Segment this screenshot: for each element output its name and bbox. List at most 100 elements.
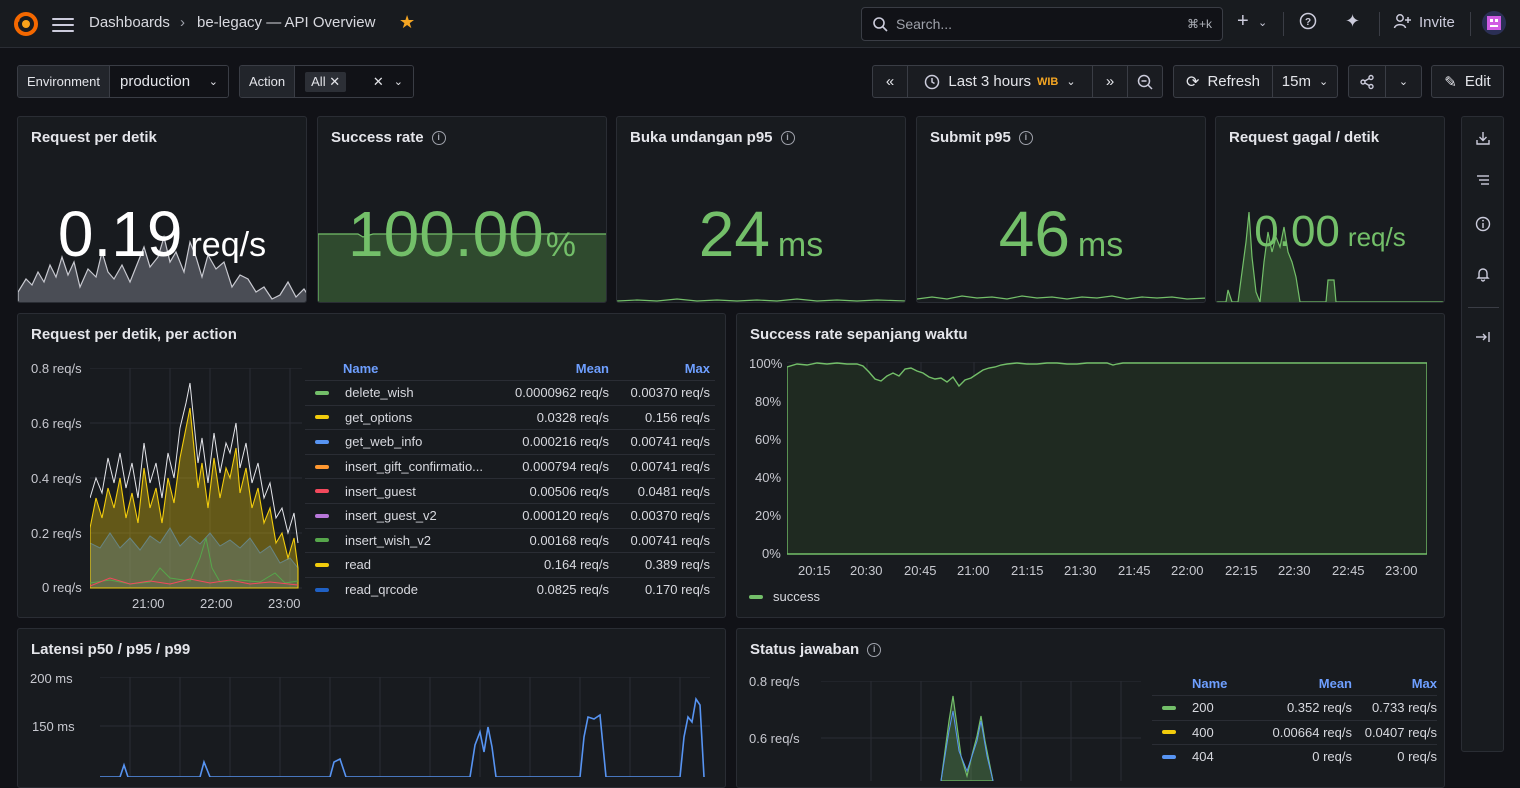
add-icon[interactable]: + <box>1237 10 1249 32</box>
chevron-down-icon: ⌄ <box>1318 76 1329 88</box>
refresh-interval-value: 15m <box>1281 73 1311 90</box>
legend-header-max[interactable]: Max <box>1411 675 1437 691</box>
share-dropdown-button[interactable]: ⌄ <box>1385 65 1422 98</box>
invite-user-icon[interactable] <box>1393 12 1411 30</box>
legend-mean: 0.164 req/s <box>543 557 609 573</box>
breadcrumb-separator: › <box>180 14 185 31</box>
legend-row[interactable]: insert_guest 0.00506 req/s 0.0481 req/s <box>305 478 715 503</box>
panel-title: Success rate sepanjang waktu <box>750 326 968 343</box>
zoom-out-button[interactable] <box>1127 65 1163 98</box>
chart-plot <box>787 362 1427 555</box>
double-chevron-left-icon: « <box>885 73 895 90</box>
sparkle-icon[interactable]: ✦ <box>1345 11 1361 31</box>
legend-swatch <box>315 489 329 494</box>
info-icon[interactable] <box>1475 216 1491 232</box>
stat-panel-request-rate[interactable]: Request per detik 0.19 req/s <box>17 116 307 303</box>
y-tick: 20% <box>755 508 782 523</box>
download-icon[interactable] <box>1475 130 1491 146</box>
panel-title-text: Buka undangan p95 <box>630 129 773 146</box>
legend-row[interactable]: 200 0.352 req/s 0.733 req/s <box>1152 695 1437 720</box>
share-button[interactable] <box>1348 65 1386 98</box>
divider <box>1470 12 1471 36</box>
action-chip[interactable]: All ✕ <box>305 71 347 92</box>
legend-row[interactable]: 400 0.00664 req/s 0.0407 req/s <box>1152 719 1437 745</box>
stat-panel-buka-undangan-p95[interactable]: Buka undangan p95 i 24 ms <box>616 116 906 303</box>
legend-row[interactable]: insert_gift_confirmatio... 0.000794 req/s… <box>305 453 715 479</box>
right-sidebar <box>1461 116 1504 752</box>
legend-header-mean[interactable]: Mean <box>575 360 609 376</box>
legend-row[interactable]: get_options 0.0328 req/s 0.156 req/s <box>305 404 715 430</box>
info-icon[interactable]: i <box>431 130 446 145</box>
x-tick: 22:15 <box>1225 563 1258 578</box>
time-shift-forward-button[interactable]: » <box>1092 65 1128 98</box>
panel-title: Submit p95 i <box>930 129 1033 146</box>
stat-panel-submit-p95[interactable]: Submit p95 i 46 ms <box>916 116 1206 303</box>
legend-row[interactable]: insert_wish_v2 0.00168 req/s 0.00741 req/s <box>305 527 715 553</box>
legend-mean: 0.0000962 req/s <box>515 385 609 401</box>
grafana-logo-icon[interactable] <box>12 10 40 38</box>
legend-row[interactable]: delete_wish 0.0000962 req/s 0.00370 req/s <box>305 380 715 405</box>
legend-mean: 0.000794 req/s <box>522 459 609 475</box>
timeseries-panel-latency[interactable]: Latensi p50 / p95 / p99 200 ms 150 ms <box>17 628 726 788</box>
timeseries-panel-status[interactable]: Status jawaban i 0.8 req/s 0.6 req/s Name… <box>736 628 1445 788</box>
legend-item-success[interactable]: success <box>749 589 820 604</box>
zoom-out-icon <box>1137 74 1153 90</box>
legend-row[interactable]: 404 0 req/s 0 req/s <box>1152 744 1437 769</box>
action-select[interactable]: All ✕ ✕ ⌄ <box>295 66 413 97</box>
info-icon[interactable]: i <box>1018 130 1033 145</box>
time-range-picker[interactable]: Last 3 hours WIB ⌄ <box>907 65 1093 98</box>
refresh-icon: ⟳ <box>1186 73 1200 91</box>
breadcrumb-current[interactable]: be-legacy — API Overview <box>197 14 376 31</box>
legend-row[interactable]: insert_guest_v2 0.000120 req/s 0.00370 req… <box>305 502 715 528</box>
legend-row[interactable]: get_web_info 0.000216 req/s 0.00741 req/s <box>305 429 715 454</box>
legend-max: 0.0481 req/s <box>637 483 710 499</box>
environment-select[interactable]: production ⌄ <box>109 66 228 97</box>
menu-toggle-icon[interactable] <box>52 14 74 34</box>
edit-button[interactable]: ✎ Edit <box>1431 65 1504 98</box>
legend-series-name: get_web_info <box>305 434 490 449</box>
panel-title: Request per detik <box>31 129 157 146</box>
collapse-sidebar-icon[interactable] <box>1475 329 1491 345</box>
legend-header-mean[interactable]: Mean <box>1318 675 1352 691</box>
clear-icon[interactable]: ✕ <box>372 73 384 89</box>
help-icon[interactable]: ? <box>1299 12 1317 30</box>
refresh-button[interactable]: ⟳ Refresh <box>1173 65 1273 98</box>
star-icon[interactable]: ★ <box>399 12 416 32</box>
info-icon[interactable]: i <box>867 642 882 657</box>
info-icon[interactable]: i <box>780 130 795 145</box>
legend-max: 0.00370 req/s <box>630 385 710 401</box>
panel-title: Latensi p50 / p95 / p99 <box>31 641 191 658</box>
legend-series-name: insert_guest <box>305 484 490 499</box>
search-input[interactable]: Search... ⌘+k <box>861 7 1223 41</box>
svg-text:?: ? <box>1305 17 1311 28</box>
chevron-down-icon[interactable]: ⌄ <box>393 76 403 88</box>
legend-swatch <box>315 538 329 543</box>
breadcrumb-dashboards[interactable]: Dashboards <box>89 14 170 31</box>
y-tick: 0.8 req/s <box>31 361 82 376</box>
legend-row[interactable]: read_qrcode 0.0825 req/s 0.170 req/s <box>305 576 715 602</box>
outline-list-icon[interactable] <box>1475 172 1491 188</box>
stat-unit: % <box>545 226 576 264</box>
invite-button[interactable]: Invite <box>1419 14 1455 31</box>
x-tick: 21:00 <box>957 563 990 578</box>
timeseries-panel-request-per-action[interactable]: Request per detik, per action 0.8 req/s … <box>17 313 726 618</box>
chevron-down-icon[interactable]: ⌄ <box>1258 17 1268 29</box>
legend-series-name: insert_gift_confirmatio... <box>305 459 490 474</box>
bell-icon[interactable] <box>1475 266 1491 282</box>
legend-header-name[interactable]: Name <box>343 360 379 376</box>
legend-row[interactable]: read 0.164 req/s 0.389 req/s <box>305 552 715 577</box>
chevron-down-icon: ⌄ <box>1066 76 1076 88</box>
legend-header-name[interactable]: Name <box>1192 675 1228 691</box>
timeseries-panel-success-rate[interactable]: Success rate sepanjang waktu 100% 80% 60… <box>736 313 1445 618</box>
stat-panel-failed-requests[interactable]: Request gagal / detik 0.00 req/s <box>1215 116 1445 303</box>
user-avatar-icon[interactable] <box>1482 11 1506 35</box>
refresh-interval-select[interactable]: 15m ⌄ <box>1272 65 1338 98</box>
clock-icon <box>925 74 940 89</box>
y-tick: 60% <box>755 432 782 447</box>
stat-value: 24 ms <box>617 197 905 271</box>
time-shift-back-button[interactable]: « <box>872 65 908 98</box>
stat-number: 46 <box>998 198 1070 270</box>
stat-panel-success-rate[interactable]: Success rate i 100.00% <box>317 116 607 303</box>
legend-header-max[interactable]: Max <box>684 360 710 376</box>
remove-chip-icon[interactable]: ✕ <box>329 73 341 89</box>
